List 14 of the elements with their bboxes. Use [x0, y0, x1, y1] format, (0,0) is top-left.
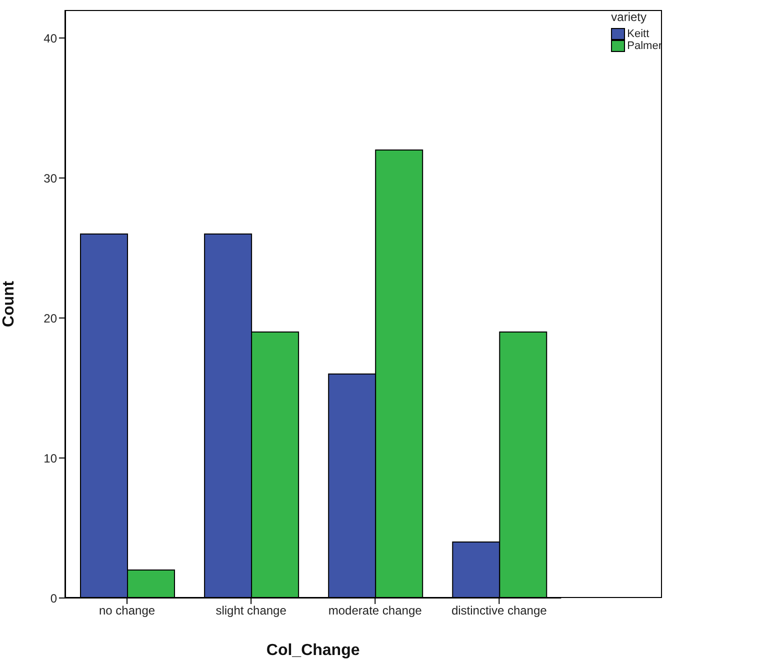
y-tick-label: 40: [44, 31, 58, 46]
y-tick-label: 30: [44, 171, 58, 186]
y-tick-label: 10: [44, 451, 58, 466]
legend-label: Keitt: [627, 28, 650, 40]
x-tick-label: slight change: [216, 604, 287, 618]
x-axis-title: Col_Change: [266, 642, 360, 659]
y-axis-title: Count: [0, 280, 18, 328]
x-tick-label: moderate change: [328, 604, 422, 618]
legend-title: variety: [611, 10, 648, 24]
x-tick-label: no change: [98, 604, 156, 618]
y-tick-label: 0: [50, 591, 58, 606]
y-tick-label: 20: [44, 311, 58, 326]
legend-label: Palmer: [627, 40, 662, 52]
x-tick-label: distinctive change: [451, 604, 548, 618]
